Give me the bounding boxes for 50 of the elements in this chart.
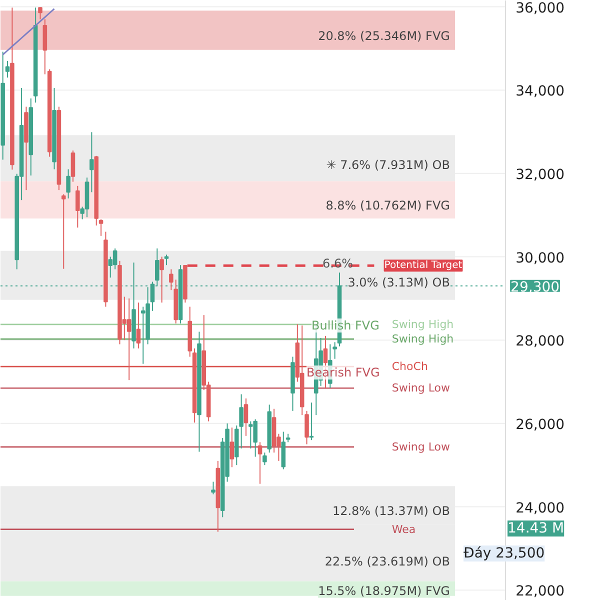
y-tick-label: 36,000 — [516, 0, 565, 16]
ref-line-label: Swing High — [392, 318, 454, 331]
candlestick — [126, 298, 132, 381]
candlestick — [61, 194, 66, 270]
y-tick-label: 28,000 — [516, 334, 565, 350]
candlestick — [262, 452, 267, 466]
ref-line-label: ChoCh — [392, 360, 428, 374]
candlestick — [211, 481, 216, 495]
band-label: 12.8% (13.37M) OB — [332, 504, 450, 518]
candlestick — [136, 302, 141, 349]
candlestick — [38, 6, 42, 20]
ref-line-label: Swing Low — [392, 382, 450, 395]
candlestick — [66, 168, 70, 199]
candlestick — [169, 268, 174, 291]
candlestick — [304, 410, 309, 445]
candlestick — [70, 150, 76, 182]
ref-line-label: Swing Low — [392, 440, 450, 454]
annotation: Bearish FVG — [306, 366, 380, 380]
candlestick — [160, 256, 164, 304]
candlestick — [239, 394, 244, 449]
band-label: 22.5% (23.619M) OB — [324, 554, 450, 568]
candlestick — [258, 442, 262, 484]
y-tick-label: 26,000 — [516, 416, 565, 433]
candlestick — [244, 398, 248, 436]
y-tick-label: 30,000 — [516, 250, 565, 266]
candlestick — [98, 218, 104, 236]
band-label: 8.8% (10.762M) FVG — [326, 198, 450, 212]
candlestick — [76, 185, 80, 228]
candlestick — [332, 342, 337, 360]
ref-line-label: Swing High — [392, 332, 454, 346]
y-tick-label: 32,000 — [516, 166, 565, 183]
candlestick — [5, 60, 10, 78]
y-tick-label: 24,000 — [516, 500, 565, 516]
band-label: 3.0% (3.13M) OB — [348, 276, 450, 290]
ref-line-label: Wea — [392, 522, 416, 536]
band-label: 20.8% (25.346M) FVG — [318, 29, 450, 44]
y-tick-label: 34,000 — [516, 84, 565, 100]
band-label: ✳ 7.6% (7.931M) OB — [326, 158, 450, 172]
annotation: Đáy 23,500 — [464, 546, 545, 562]
y-tick-label: 22,000 — [516, 584, 565, 600]
band-label: 15.5% (18.975M) FVG — [318, 584, 450, 598]
candlestick — [164, 254, 169, 266]
candlestick — [230, 427, 234, 468]
ref-line-label: Potential Target — [384, 260, 462, 272]
candlestick — [90, 132, 94, 193]
ref-line-label: 29,300 — [510, 279, 560, 296]
text: 14.43 M — [508, 520, 564, 536]
annotation: Bullish FVG — [312, 318, 380, 332]
line-series — [2, 8, 56, 56]
annotation: 6.6% — [322, 256, 353, 270]
